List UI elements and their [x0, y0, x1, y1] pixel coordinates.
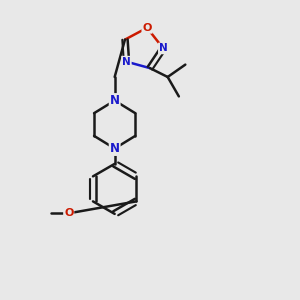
Text: N: N	[110, 142, 120, 155]
Text: O: O	[142, 23, 152, 33]
Text: O: O	[64, 208, 74, 218]
Text: N: N	[159, 44, 168, 53]
Text: N: N	[110, 94, 120, 107]
Text: N: N	[122, 57, 131, 67]
